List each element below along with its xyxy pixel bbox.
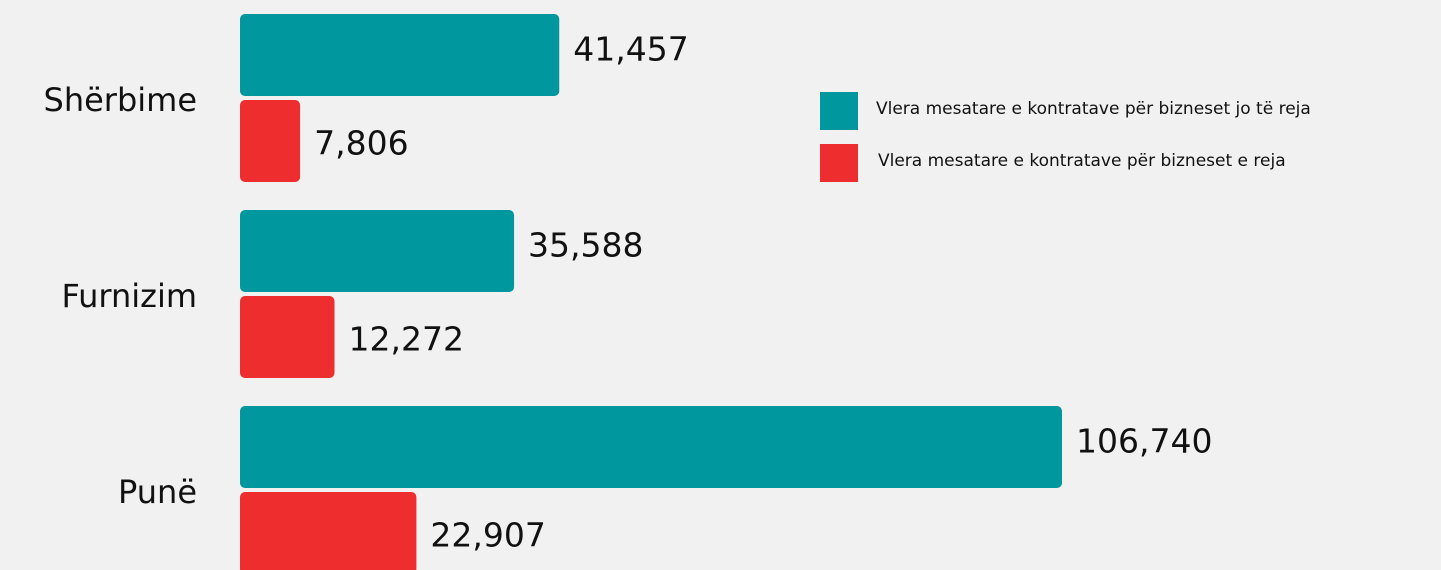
category-label: Shërbime	[44, 81, 198, 119]
bar	[240, 406, 1062, 488]
bar	[240, 14, 560, 96]
value-label: 12,272	[349, 320, 464, 359]
value-label: 41,457	[573, 30, 688, 69]
value-label: 35,588	[528, 226, 643, 265]
value-label: 106,740	[1076, 422, 1212, 461]
legend-label: Vlera mesatare e kontratave për bizneset…	[876, 99, 1311, 119]
legend-swatch	[820, 144, 858, 182]
legend-swatch	[820, 92, 858, 130]
value-label: 22,907	[430, 516, 545, 555]
bar	[240, 492, 417, 570]
bar	[240, 210, 515, 292]
legend-label: Vlera mesatare e kontratave për bizneset…	[878, 151, 1286, 171]
category-label: Punë	[118, 473, 197, 511]
bar	[240, 100, 301, 182]
bar	[240, 296, 335, 378]
value-label: 7,806	[314, 124, 408, 163]
category-label: Furnizim	[61, 277, 197, 315]
